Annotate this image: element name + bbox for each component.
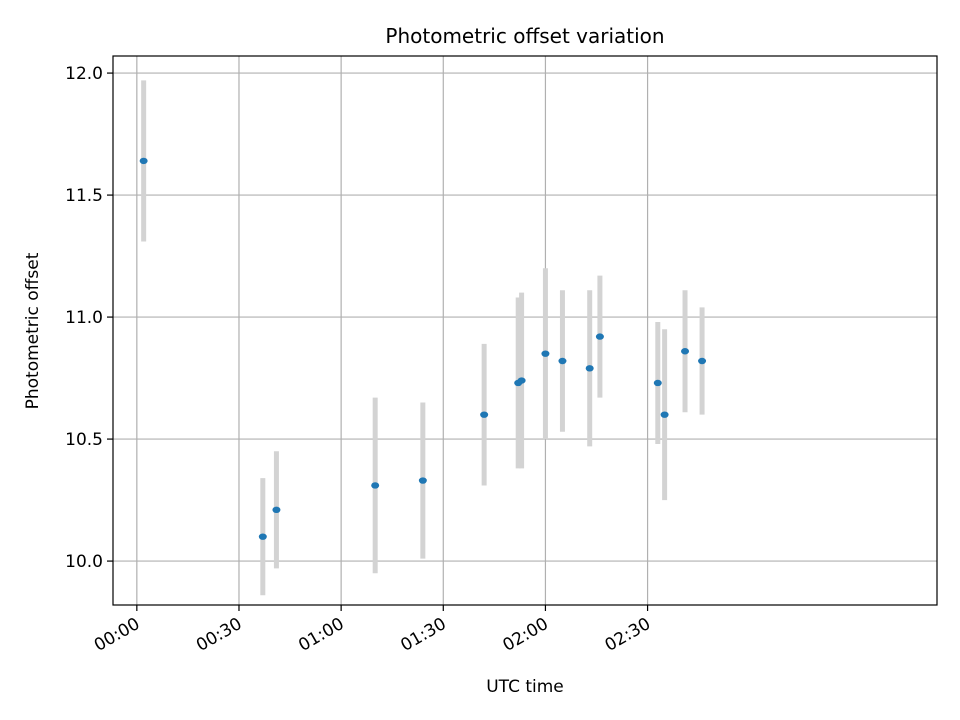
data-point (660, 411, 669, 418)
data-point (653, 379, 662, 387)
grid (113, 56, 937, 605)
y-tick-label: 11.5 (65, 186, 103, 206)
data-point (418, 477, 427, 484)
y-tick-label: 11.0 (65, 308, 103, 328)
data-point (698, 357, 707, 365)
y-tick-label: 10.5 (65, 430, 103, 450)
data-point (272, 506, 281, 514)
data-point (541, 350, 550, 357)
y-tick-label: 10.0 (65, 552, 103, 572)
data-point (480, 411, 489, 418)
x-axis-title: UTC time (486, 677, 564, 697)
data-point (371, 482, 380, 489)
chart-title: Photometric offset variation (385, 24, 664, 48)
data-point (258, 533, 267, 540)
data-point (139, 157, 148, 165)
y-tick-label: 12.0 (65, 64, 103, 84)
data-point (517, 377, 526, 384)
y-axis-title: Photometric offset (23, 252, 43, 409)
data-point (595, 333, 604, 340)
data-point (681, 348, 690, 355)
data-point (585, 365, 594, 372)
plot-frame (112, 55, 938, 606)
data-point (558, 357, 567, 365)
data-points (139, 80, 707, 596)
